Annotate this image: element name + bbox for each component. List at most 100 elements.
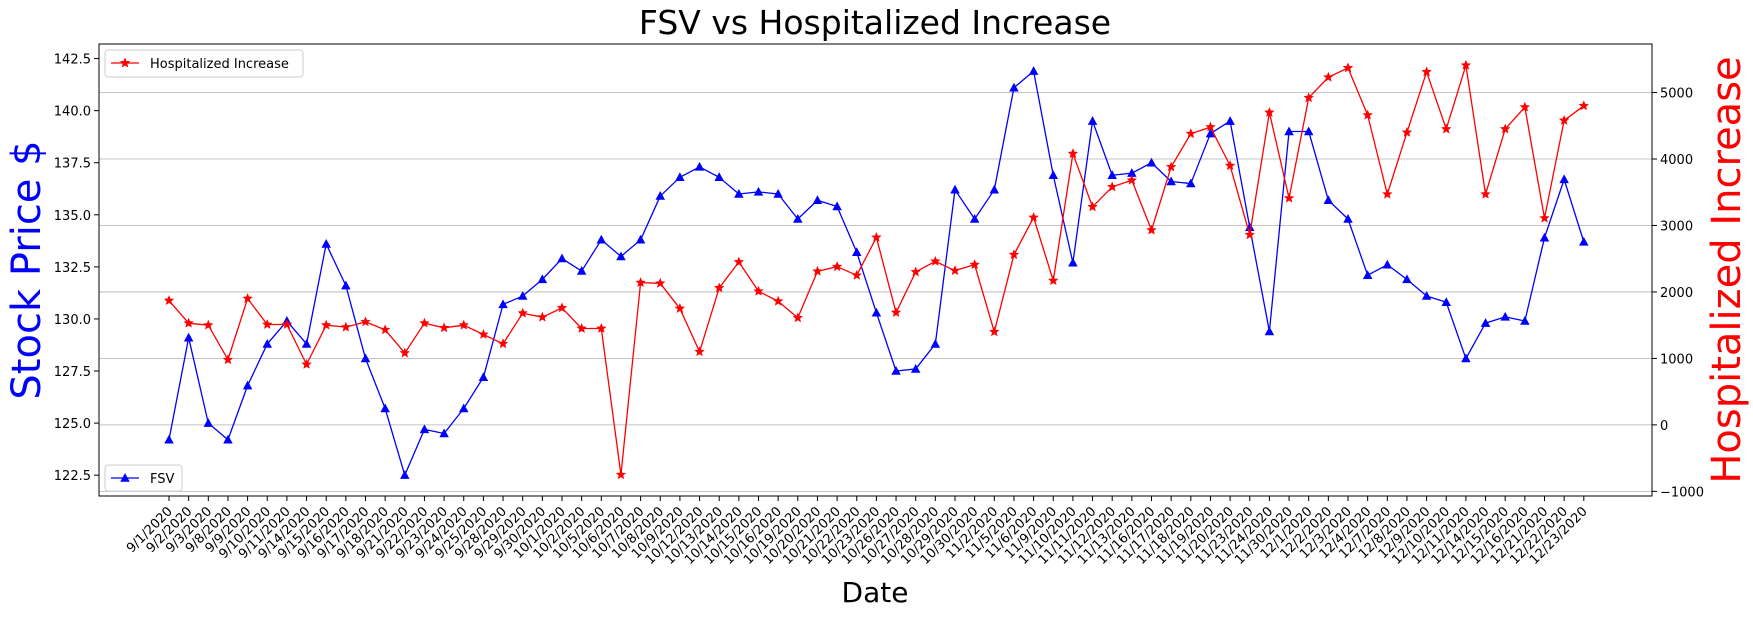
hospitalized-point	[1578, 100, 1590, 111]
hospitalized-point	[635, 277, 646, 288]
fsv-point	[1264, 326, 1275, 336]
fsv-point	[753, 186, 764, 196]
fsv-point	[1520, 316, 1530, 325]
hospitalized-point	[713, 282, 725, 293]
fsv-point	[1028, 66, 1039, 75]
hospitalized-point	[1008, 249, 1020, 260]
hospitalized-point	[340, 321, 352, 332]
hospitalized-point	[1460, 59, 1472, 70]
hospitalized-point	[281, 318, 293, 329]
fsv-point	[537, 274, 548, 284]
fsv-point	[439, 428, 449, 438]
axes: 122.5 125.0 127.5 130.0 132.5 135.0 137.5 140.0…	[54, 53, 1704, 568]
hospitalized-point	[1558, 114, 1570, 125]
y-axis-label-left: Stock Price $	[4, 140, 50, 399]
x-axis-label: Date	[842, 576, 909, 609]
fsv-point	[1343, 213, 1353, 223]
fsv-point	[1402, 274, 1412, 284]
hospitalized-point	[419, 317, 430, 328]
fsv-point	[360, 353, 371, 363]
y-tick-label-right: −1000	[1660, 485, 1704, 500]
fsv-point	[1461, 353, 1471, 363]
hospitalized-point	[1499, 123, 1511, 134]
hospitalized-point	[753, 285, 764, 296]
fsv-point	[891, 366, 901, 375]
hospitalized-point	[203, 319, 214, 330]
plot-frame	[98, 43, 1653, 497]
fsv-point	[517, 291, 528, 300]
fsv-point	[871, 307, 882, 317]
fsv-point	[655, 191, 665, 200]
fsv-point	[1245, 222, 1255, 232]
hospitalized-point	[1303, 92, 1314, 103]
fsv-point	[596, 234, 607, 244]
hospitalized-point	[989, 326, 1000, 337]
fsv-point	[1166, 176, 1176, 186]
hospitalized-point	[851, 269, 863, 280]
hospitalized-point	[654, 277, 666, 288]
y-tick-label-right: 2000	[1660, 286, 1693, 301]
fsv-point	[498, 299, 508, 309]
fsv-point	[832, 201, 842, 211]
fsv-point	[1480, 318, 1491, 327]
hospitalized-point	[1342, 62, 1354, 73]
hospitalized-point	[222, 354, 234, 365]
y-tick-label-left: 122.5	[54, 469, 91, 484]
hospitalized-point	[890, 307, 902, 318]
fsv-point	[203, 418, 214, 427]
hospitalized-point	[910, 266, 921, 277]
fsv-point	[1579, 236, 1589, 246]
fsv-point	[1107, 170, 1117, 179]
fsv-point	[989, 184, 1000, 194]
fsv-point	[1362, 270, 1373, 279]
hospitalized-point	[242, 293, 253, 304]
fsv-point	[1303, 126, 1314, 136]
hospitalized-point	[1106, 181, 1118, 192]
hospitalized-point	[1362, 109, 1373, 120]
fsv-point	[852, 247, 862, 257]
legend-triangle-marker	[120, 473, 130, 482]
hospitalized-point	[694, 346, 705, 357]
fsv-point	[183, 332, 194, 342]
hospitalized-point	[517, 307, 528, 318]
hospitalized-point	[1146, 224, 1157, 235]
hospitalized-point	[1440, 123, 1452, 134]
fsv-point	[1068, 257, 1078, 267]
fsv-point	[734, 188, 744, 198]
fsv-point	[1559, 174, 1569, 184]
fsv-point	[1441, 297, 1451, 307]
hospitalized-point	[399, 347, 411, 358]
hospitalized-point	[576, 322, 587, 333]
y-tick-label-right: 5000	[1660, 87, 1693, 102]
fsv-point	[400, 470, 410, 479]
fsv-point	[341, 280, 351, 290]
y-tick-label-right: 3000	[1660, 219, 1693, 234]
hospitalized-point	[438, 322, 450, 333]
hospitalized-point	[871, 231, 882, 242]
hospitalized-point	[674, 303, 686, 314]
legend-fsv: FSV	[104, 464, 183, 492]
hospitalized-point	[831, 261, 843, 272]
fsv-point	[1205, 128, 1216, 138]
hospitalized-point	[1067, 148, 1079, 159]
fsv-point	[1323, 195, 1334, 204]
fsv-point	[262, 338, 272, 348]
y-tick-label-left: 130.0	[54, 313, 91, 328]
hospitalized-point	[556, 302, 568, 313]
hospitalized-point	[183, 317, 194, 328]
hospitalized-point	[458, 319, 470, 330]
fsv-point	[459, 403, 469, 413]
hospitalized-point	[615, 469, 627, 480]
fsv-point	[164, 434, 174, 444]
hospitalized-point	[1323, 71, 1334, 82]
fsv-point	[930, 338, 941, 348]
y-tick-label-left: 135.0	[54, 209, 91, 224]
fsv-point	[714, 172, 724, 182]
hospitalized-point	[596, 322, 607, 333]
fsv-point	[242, 380, 253, 390]
fsv-point	[223, 434, 233, 444]
fsv-point	[1127, 168, 1137, 177]
hospitalized-point	[812, 265, 823, 276]
fsv-point	[1048, 170, 1058, 179]
